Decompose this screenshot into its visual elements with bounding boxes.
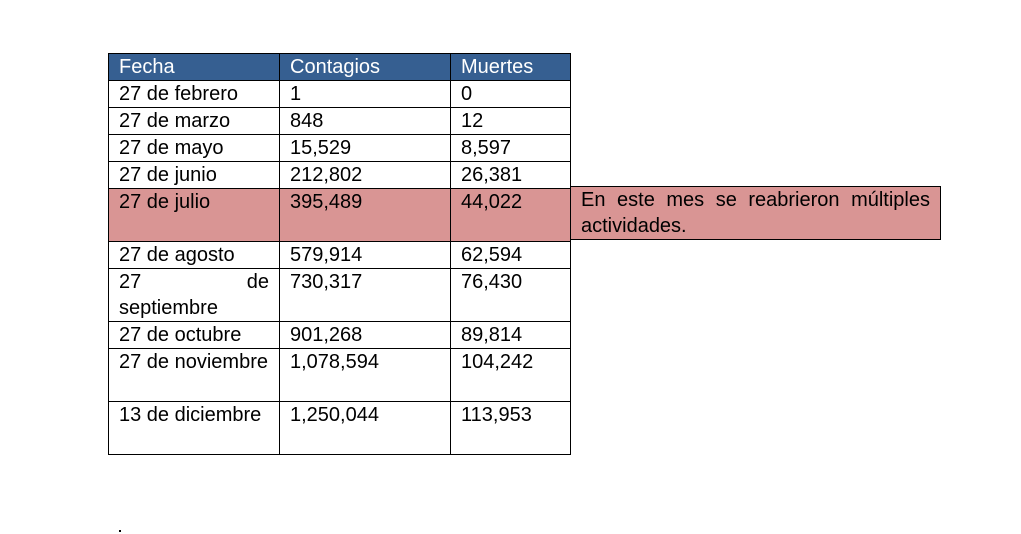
cell-contagios: 579,914 xyxy=(279,241,451,269)
cell-muertes: 76,430 xyxy=(450,268,571,322)
cell-contagios: 848 xyxy=(279,107,451,135)
cell-muertes: 104,242 xyxy=(450,348,571,402)
header-contagios: Contagios xyxy=(279,53,451,81)
cell-contagios: 1,078,594 xyxy=(279,348,451,402)
cell-muertes: 0 xyxy=(450,80,571,108)
cell-contagios: 212,802 xyxy=(279,161,451,189)
header-fecha: Fecha xyxy=(108,53,280,81)
cell-contagios: 395,489 xyxy=(279,188,451,242)
cell-muertes: 62,594 xyxy=(450,241,571,269)
table-row: 27 de marzo 848 12 xyxy=(108,107,571,135)
cell-contagios: 901,268 xyxy=(279,321,451,349)
table-row: 27 de junio 212,802 26,381 xyxy=(108,161,571,189)
table-row: 27 de agosto 579,914 62,594 xyxy=(108,241,571,269)
header-muertes: Muertes xyxy=(450,53,571,81)
table-row: 27 de noviembre 1,078,594 104,242 xyxy=(108,348,571,402)
cell-muertes: 44,022 xyxy=(450,188,571,242)
cell-fecha: 27 de julio xyxy=(108,188,280,242)
cell-fecha: 27 de febrero xyxy=(108,80,280,108)
cell-muertes: 113,953 xyxy=(450,401,571,455)
table-row: 27 de mayo 15,529 8,597 xyxy=(108,134,571,162)
cell-fecha: 27 de mayo xyxy=(108,134,280,162)
cell-muertes: 12 xyxy=(450,107,571,135)
cell-fecha: 27 de octubre xyxy=(108,321,280,349)
cell-muertes: 89,814 xyxy=(450,321,571,349)
covid-data-table: Fecha Contagios Muertes 27 de febrero 1 … xyxy=(108,53,571,455)
cell-fecha: 27 de septiembre xyxy=(108,268,280,322)
cell-muertes: 26,381 xyxy=(450,161,571,189)
table-row: 27 de febrero 1 0 xyxy=(108,80,571,108)
cell-fecha: 27 de agosto xyxy=(108,241,280,269)
table-header-row: Fecha Contagios Muertes xyxy=(108,53,571,81)
table-row: 27 de octubre 901,268 89,814 xyxy=(108,321,571,349)
stray-dot xyxy=(119,530,121,532)
cell-fecha: 13 de diciembre xyxy=(108,401,280,455)
cell-fecha: 27 de junio xyxy=(108,161,280,189)
table-row: 27 de septiembre 730,317 76,430 xyxy=(108,268,571,322)
cell-contagios: 1,250,044 xyxy=(279,401,451,455)
cell-fecha: 27 de marzo xyxy=(108,107,280,135)
cell-contagios: 15,529 xyxy=(279,134,451,162)
july-note-box: En este mes se reabrieron múltiples acti… xyxy=(570,186,941,240)
table-row: 13 de diciembre 1,250,044 113,953 xyxy=(108,401,571,455)
cell-contagios: 730,317 xyxy=(279,268,451,322)
cell-fecha: 27 de noviembre xyxy=(108,348,280,402)
cell-contagios: 1 xyxy=(279,80,451,108)
table-row-highlighted: 27 de julio 395,489 44,022 xyxy=(108,188,571,242)
cell-muertes: 8,597 xyxy=(450,134,571,162)
